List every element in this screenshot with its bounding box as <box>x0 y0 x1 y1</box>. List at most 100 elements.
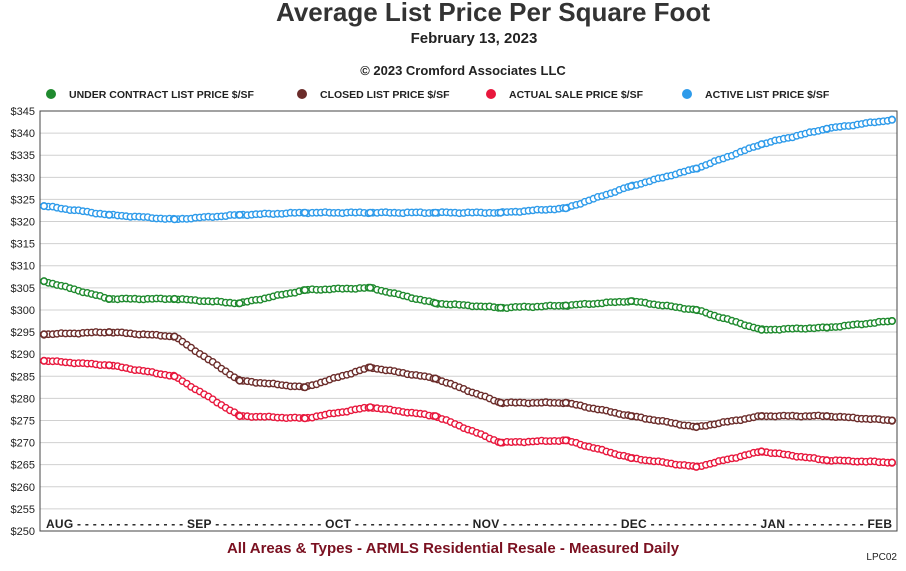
data-point <box>822 323 831 332</box>
data-point <box>366 283 375 292</box>
data-point <box>431 412 440 421</box>
data-point <box>105 294 114 303</box>
chart-subtitle: February 13, 2023 <box>411 30 538 47</box>
legend-marker <box>682 89 692 99</box>
data-point <box>105 328 114 337</box>
data-point <box>105 210 114 219</box>
y-tick-label: $285 <box>11 371 35 383</box>
data-point <box>757 412 766 421</box>
legend-label: UNDER CONTRACT LIST PRICE $/SF <box>69 89 255 101</box>
copyright-notice: © 2023 Cromford Associates LLC <box>360 63 566 78</box>
data-point <box>561 436 570 445</box>
legend-label: ACTUAL SALE PRICE $/SF <box>509 89 644 101</box>
data-point <box>300 414 309 423</box>
data-point <box>170 372 179 381</box>
data-point <box>39 277 48 286</box>
series-layer <box>39 115 896 471</box>
y-tick-label: $315 <box>11 239 35 251</box>
y-tick-label: $275 <box>11 415 35 427</box>
y-tick-label: $265 <box>11 460 35 472</box>
data-point <box>561 301 570 310</box>
y-tick-label: $305 <box>11 283 35 295</box>
data-point <box>561 204 570 213</box>
legend-label: ACTIVE LIST PRICE $/SF <box>705 89 830 101</box>
legend-marker <box>297 89 307 99</box>
chart-title: Average List Price Per Square Foot <box>276 0 710 27</box>
data-point <box>692 462 701 471</box>
data-point <box>822 124 831 133</box>
data-point <box>39 202 48 211</box>
data-point <box>39 330 48 339</box>
legend-label: CLOSED LIST PRICE $/SF <box>320 89 450 101</box>
data-point <box>887 458 896 467</box>
data-point <box>496 398 505 407</box>
y-tick-label: $280 <box>11 393 35 405</box>
data-point <box>170 332 179 341</box>
data-point <box>692 305 701 314</box>
y-tick-label: $270 <box>11 438 35 450</box>
data-point <box>496 438 505 447</box>
data-point <box>431 208 440 217</box>
data-point <box>235 376 244 385</box>
data-point <box>366 208 375 217</box>
y-tick-label: $340 <box>11 128 35 140</box>
data-point <box>300 383 309 392</box>
series-line <box>39 328 896 432</box>
data-point <box>822 412 831 421</box>
data-point <box>822 456 831 465</box>
data-point <box>627 412 636 421</box>
data-point <box>627 454 636 463</box>
data-point <box>235 412 244 421</box>
data-point <box>757 140 766 149</box>
data-point <box>887 316 896 325</box>
y-tick-label: $290 <box>11 349 35 361</box>
data-point <box>757 447 766 456</box>
data-point <box>170 294 179 303</box>
data-point <box>431 374 440 383</box>
data-point <box>692 423 701 432</box>
data-point <box>627 297 636 306</box>
y-tick-label: $255 <box>11 504 35 516</box>
y-axis: $250 $255 $260 $265 $270 $275 $280 $285 $290 $295… <box>11 106 35 538</box>
data-point <box>105 361 114 370</box>
data-point <box>627 182 636 191</box>
legend-marker <box>486 89 496 99</box>
y-tick-label: $335 <box>11 150 35 162</box>
y-tick-label: $300 <box>11 305 35 317</box>
data-point <box>887 416 896 425</box>
data-point <box>887 115 896 124</box>
data-point <box>366 403 375 412</box>
y-tick-label: $260 <box>11 482 35 494</box>
y-tick-label: $345 <box>11 106 35 118</box>
data-point <box>39 356 48 365</box>
y-tick-label: $330 <box>11 172 35 184</box>
data-point <box>300 208 309 217</box>
x-axis-month-labels: AUG - - - - - - - - - - - - - - SEP - - … <box>46 517 892 531</box>
data-point <box>757 325 766 334</box>
gridlines <box>40 110 897 532</box>
plot-area-border <box>39 110 898 532</box>
y-tick-label: $250 <box>11 526 35 538</box>
series-line <box>39 356 896 471</box>
data-point <box>431 299 440 308</box>
y-tick-label: $325 <box>11 194 35 206</box>
series-line <box>39 277 896 334</box>
chart-code: LPC02 <box>866 552 897 563</box>
series-line <box>39 115 896 224</box>
data-point <box>496 303 505 312</box>
legend: UNDER CONTRACT LIST PRICE $/SF CLOSED LIS… <box>46 89 830 101</box>
data-point <box>561 398 570 407</box>
y-tick-label: $310 <box>11 261 35 273</box>
data-point <box>300 286 309 295</box>
y-tick-label: $320 <box>11 217 35 229</box>
y-tick-label: $295 <box>11 327 35 339</box>
legend-marker <box>46 89 56 99</box>
data-point <box>235 210 244 219</box>
data-point <box>496 208 505 217</box>
data-point <box>235 299 244 308</box>
data-point <box>366 363 375 372</box>
data-point <box>170 215 179 224</box>
chart-footer: All Areas & Types - ARMLS Residential Re… <box>227 540 680 557</box>
data-point <box>692 164 701 173</box>
